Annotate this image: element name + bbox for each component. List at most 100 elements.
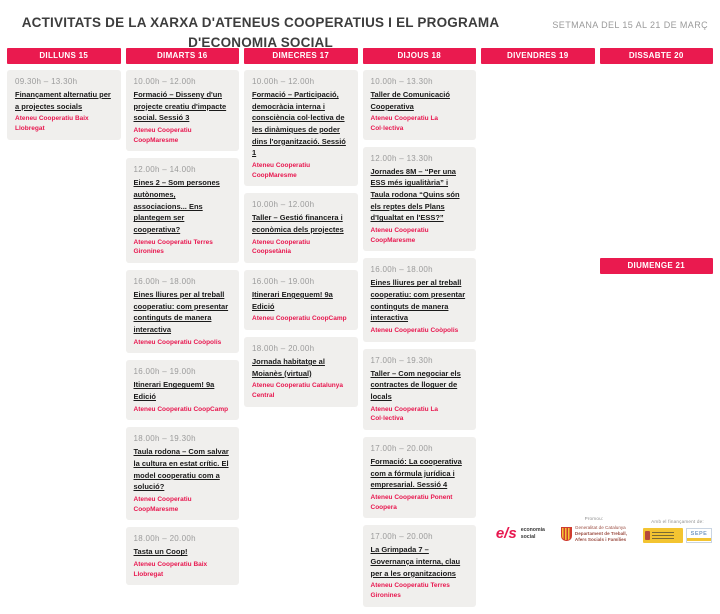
day-column-2: 10.00h – 12.00h Formació – Disseny d'un p…: [125, 70, 239, 614]
event-time: 16.00h – 18.00h: [370, 265, 433, 275]
event-time: 17.00h – 19.30h: [370, 355, 433, 365]
financament-label: Amb el finançament de:: [651, 519, 704, 524]
event-card[interactable]: 17.00h – 20.00h Formació: La cooperativa …: [362, 437, 476, 519]
header: ACTIVITATS DE LA XARXA D'ATENEUS COOPERA…: [0, 0, 720, 50]
event-title: Taller – Com negociar els contractes de …: [370, 368, 461, 401]
day-header-row: DILLUNS 15 DIMARTS 16 DIMECRES 17 DIJOUS 18…: [7, 48, 713, 64]
event-time: 12.00h – 13.30h: [370, 153, 433, 163]
event-organizer: Ateneu Cooperatiu CoopMaresme: [252, 161, 311, 179]
event-title: Formació – Participació, democràcia inte…: [252, 90, 346, 158]
event-title: Itinerari Engeguem! 9a Edició: [252, 290, 333, 311]
sepe-bar: [687, 538, 711, 541]
event-time: 10.00h – 12.00h: [133, 77, 196, 86]
promou-group: Promou: Generalitat de Catalunya Departa…: [560, 516, 627, 543]
event-card[interactable]: 17.00h – 20.00h La Grimpada 7 – Governanç…: [362, 525, 476, 607]
event-card[interactable]: 16.00h – 19.00h Itinerari Engeguem! 9a Ed…: [244, 270, 358, 330]
event-title: Jornada habitatge al Moianès (virtual): [252, 357, 325, 378]
day-column-3: 10.00h – 12.00h Formació – Participació, …: [244, 70, 358, 614]
page-title: ACTIVITATS DE LA XARXA D'ATENEUS COOPERA…: [21, 15, 500, 51]
sepe-label: SEPE: [690, 530, 708, 537]
day-column-4: 10.00h – 13.30h Taller de Comunicació Coo…: [362, 70, 476, 614]
footer-logos: e/s economia social Promou: Generalitat …: [496, 516, 712, 543]
event-organizer: Ateneu Cooperatiu Baix Llobregat: [133, 560, 208, 578]
event-organizer: Ateneu Cooperatiu Baix Llobregat: [15, 115, 89, 132]
promou-label: Promou:: [584, 516, 604, 522]
event-title: La Grimpada 7 – Governança interna, clau…: [370, 545, 461, 578]
spain-crest-icon: [645, 531, 650, 540]
event-organizer: Ateneu Cooperatiu La Col·lectiva: [370, 405, 439, 423]
event-time: 10.00h – 12.00h: [252, 77, 315, 86]
day-column-1: 09.30h – 13.30h Finançament alternatiu pe…: [7, 70, 121, 614]
event-title: Taller – Gestió financera i econòmica de…: [252, 213, 344, 234]
economia-social-label: economia social: [520, 527, 545, 540]
event-card[interactable]: 16.00h – 18.00h Eines lliures per al treb…: [125, 270, 239, 354]
event-time: 18.00h – 20.00h: [133, 534, 196, 544]
ministry-text-lines: [652, 531, 674, 540]
day-header-diumenge: DIUMENGE 21: [599, 258, 713, 274]
event-organizer: Ateneu Cooperatiu CoopCamp: [252, 315, 347, 323]
event-time: 10.00h – 13.30h: [370, 77, 433, 86]
event-organizer: Ateneu Cooperatiu Terres Gironines: [133, 238, 213, 256]
event-title: Itinerari Engeguem! 9a Edició: [133, 380, 215, 401]
event-organizer: Ateneu Cooperatiu Ponent Coopera: [370, 493, 453, 511]
event-time: 12.00h – 14.00h: [133, 165, 196, 175]
day-header-3: DIMECRES 17: [244, 48, 358, 64]
event-organizer: Ateneu Cooperatiu CoopMaresme: [133, 126, 192, 144]
economia-social-logo: e/s economia social: [496, 526, 545, 543]
event-organizer: Ateneu Cooperatiu Coopsetània: [252, 238, 311, 256]
event-organizer: Ateneu Cooperatiu CoopCamp: [133, 405, 229, 413]
event-card[interactable]: 12.00h – 14.00h Eines 2 – Som persones au…: [125, 158, 239, 263]
day-header-2: DIMARTS 16: [125, 48, 239, 64]
event-organizer: Ateneu Cooperatiu La Col·lectiva: [370, 115, 439, 132]
event-card[interactable]: 16.00h – 19.00h Itinerari Engeguem! 9a Ed…: [125, 360, 239, 421]
generalitat-logo: Generalitat de Catalunya Departament de …: [560, 525, 627, 543]
day-header-6: DISSABTE 20: [599, 48, 713, 64]
event-time: 18.00h – 19.30h: [133, 434, 196, 444]
event-organizer: Ateneu Cooperatiu Catalunya Central: [252, 382, 344, 399]
event-card[interactable]: 16.00h – 18.00h Eines lliures per al treb…: [362, 258, 476, 342]
event-time: 09.30h – 13.30h: [15, 77, 78, 86]
event-card[interactable]: 10.00h – 12.00h Formació – Participació, …: [244, 70, 358, 187]
event-title: Formació: La cooperativa com a fórmula j…: [370, 457, 462, 490]
event-card[interactable]: 17.00h – 19.30h Taller – Com negociar els…: [362, 348, 476, 430]
event-card[interactable]: 12.00h – 13.30h Jornades 8M – “Per una ES…: [362, 146, 476, 252]
week-label: SETMANA DEL 15 AL 21 DE MARÇ: [552, 20, 708, 30]
event-organizer: Ateneu Cooperatiu Coòpolis: [370, 326, 459, 334]
day-column-6: DIUMENGE 21: [599, 70, 713, 614]
event-time: 16.00h – 19.00h: [252, 277, 315, 286]
event-organizer: Ateneu Cooperatiu CoopMaresme: [370, 226, 429, 244]
event-organizer: Ateneu Cooperatiu CoopMaresme: [133, 495, 192, 513]
event-card[interactable]: 18.00h – 19.30h Taula rodona – Com salvar…: [125, 427, 239, 521]
financament-group: Amb el finançament de: SEPE: [643, 519, 712, 543]
event-time: 16.00h – 19.00h: [133, 367, 196, 377]
day-header-5: DIVENDRES 19: [481, 48, 595, 64]
event-title: Tasta un Coop!: [133, 547, 188, 557]
generalitat-shield-icon: [560, 527, 572, 542]
event-title: Formació – Disseny d'un projecte creatiu…: [133, 90, 227, 123]
event-card[interactable]: 18.00h – 20.00h Tasta un Coop! Ateneu Coop…: [125, 527, 239, 586]
event-title: Taula rodona – Com salvar la cultura en …: [133, 447, 229, 492]
event-title: Eines lliures per al treball cooperatiu:…: [370, 278, 466, 323]
event-organizer: Ateneu Cooperatiu Coòpolis: [133, 338, 222, 346]
schedule-columns: 09.30h – 13.30h Finançament alternatiu pe…: [7, 70, 713, 614]
event-time: 17.00h – 20.00h: [370, 444, 433, 453]
event-title: Finançament alternatiu per a projectes s…: [15, 90, 111, 111]
event-card[interactable]: 10.00h – 13.30h Taller de Comunicació Coo…: [362, 70, 476, 140]
event-card[interactable]: 10.00h – 12.00h Formació – Disseny d'un p…: [125, 70, 239, 152]
event-organizer: Ateneu Cooperatiu Terres Gironines: [370, 582, 450, 599]
spain-government-logo: [643, 528, 683, 543]
event-time: 10.00h – 12.00h: [252, 200, 315, 210]
event-title: Taller de Comunicació Cooperativa: [370, 90, 450, 111]
event-time: 16.00h – 18.00h: [133, 277, 196, 286]
economia-social-symbol-icon: e/s: [495, 525, 517, 542]
event-title: Eines lliures per al treball cooperatiu:…: [133, 290, 229, 334]
event-card[interactable]: 09.30h – 13.30h Finançament alternatiu pe…: [7, 70, 121, 140]
event-card[interactable]: 10.00h – 12.00h Taller – Gestió financera…: [244, 193, 358, 263]
event-time: 18.00h – 20.00h: [252, 344, 315, 353]
day-header-1: DILLUNS 15: [7, 48, 121, 64]
sepe-logo: SEPE: [686, 528, 712, 543]
event-card[interactable]: 18.00h – 20.00h Jornada habitatge al Moia…: [244, 337, 358, 407]
generalitat-label: Generalitat de Catalunya Departament de …: [574, 525, 627, 543]
event-title: Jornades 8M – “Per una ESS més igualitàr…: [370, 166, 460, 223]
